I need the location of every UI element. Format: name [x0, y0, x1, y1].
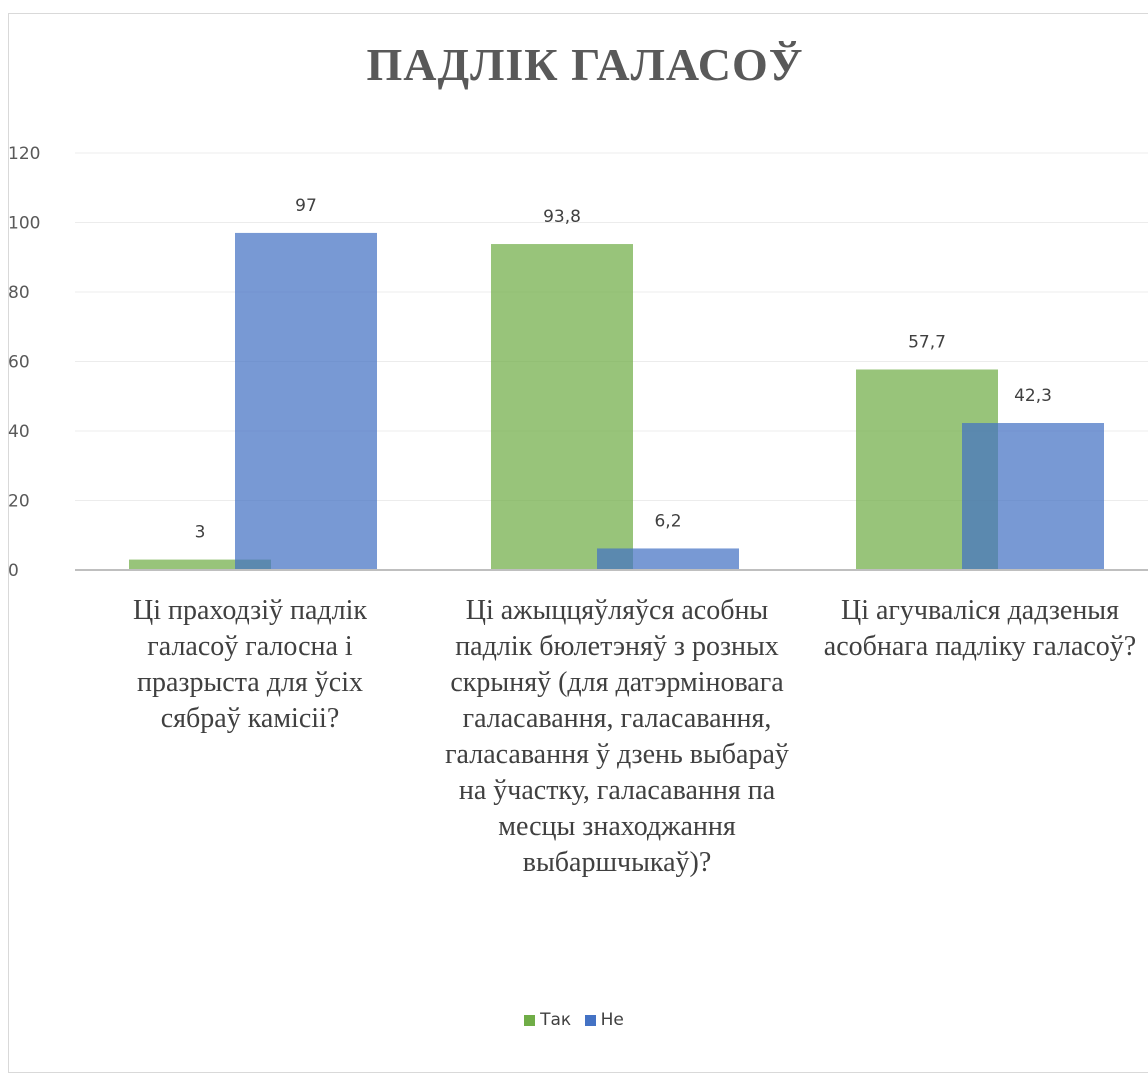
bars — [129, 232, 1104, 571]
y-tick-label: 0 — [8, 561, 19, 581]
data-label-yes-3: 57,7 — [908, 332, 946, 352]
bar-no-1 — [235, 232, 377, 571]
y-tick-label: 40 — [8, 422, 30, 442]
y-tick-label: 100 — [8, 214, 40, 234]
y-tick-label: 120 — [8, 144, 40, 164]
legend-item-yes: Так — [524, 1010, 571, 1030]
y-tick-label: 80 — [8, 283, 30, 303]
data-labels: 3 93,8 57,7 97 6,2 42,3 — [195, 196, 1052, 543]
legend-label-no: Не — [600, 1010, 624, 1030]
data-label-no-1: 97 — [295, 196, 317, 216]
y-tick-label: 20 — [8, 492, 30, 512]
category-label-2: Ці ажыццяўляўся асобны падлік бюлетэняў … — [445, 595, 789, 878]
category-label-3: Ці агучваліся дадзеныя асобнага падліку … — [823, 595, 1137, 662]
chart-title: ПАДЛІК ГАЛАСОЎ — [366, 39, 803, 90]
bar-yes-1 — [129, 559, 271, 570]
legend: Так Не — [0, 1010, 1148, 1031]
legend-item-no: Не — [584, 1010, 624, 1030]
data-label-yes-2: 93,8 — [543, 207, 581, 227]
legend-swatch-no — [584, 1014, 596, 1026]
bar-no-3 — [962, 423, 1104, 570]
legend-swatch-yes — [524, 1014, 536, 1026]
bar-no-2 — [597, 548, 739, 570]
bar-yes-2 — [491, 244, 633, 571]
data-label-no-2: 6,2 — [654, 511, 681, 531]
y-axis-ticks: 0 20 40 60 80 100 120 — [8, 144, 40, 581]
legend-label-yes: Так — [540, 1010, 572, 1030]
category-label-1: Ці праходзіў падлік галасоў галосна і пр… — [133, 595, 367, 734]
y-tick-label: 60 — [8, 353, 30, 373]
data-label-yes-1: 3 — [195, 523, 206, 543]
data-label-no-3: 42,3 — [1014, 386, 1052, 406]
